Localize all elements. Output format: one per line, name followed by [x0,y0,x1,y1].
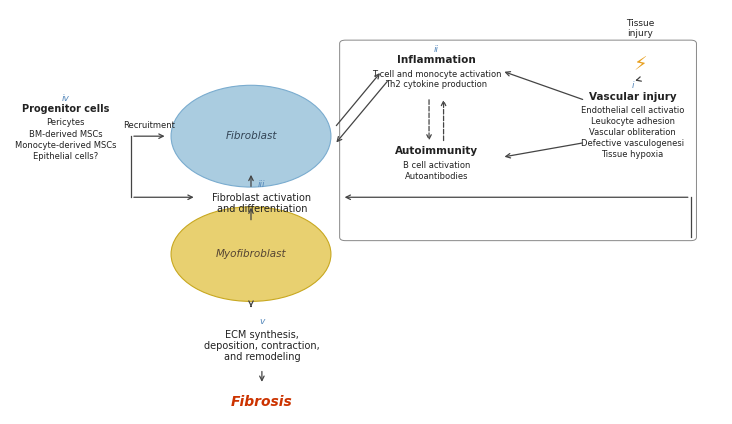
Text: Monocyte-derived MSCs: Monocyte-derived MSCs [15,141,116,150]
Text: Endothelial cell activatio: Endothelial cell activatio [580,106,684,115]
Text: Tissue hypoxia: Tissue hypoxia [602,150,664,159]
Ellipse shape [171,85,331,187]
Text: Pericytes: Pericytes [46,118,85,127]
Text: and remodeling: and remodeling [223,352,300,362]
Text: v: v [259,317,264,326]
Text: iii: iii [258,180,266,189]
Text: i: i [631,81,634,90]
Text: Recruitment: Recruitment [123,121,175,130]
Text: Fibroblast: Fibroblast [225,131,277,141]
Text: deposition, contraction,: deposition, contraction, [204,341,320,351]
Text: Autoantibodies: Autoantibodies [405,172,468,181]
Text: Defective vasculogenesi: Defective vasculogenesi [581,139,684,148]
Text: Epithelial cells?: Epithelial cells? [33,152,98,161]
Text: ⚡: ⚡ [633,55,646,74]
Text: Leukocyte adhesion: Leukocyte adhesion [591,117,674,126]
Text: ECM synthesis,: ECM synthesis, [225,330,299,340]
Text: Fibroblast activation: Fibroblast activation [212,193,311,203]
Text: Progenitor cells: Progenitor cells [22,104,109,114]
Text: Myofibroblast: Myofibroblast [216,249,286,259]
Text: Autoimmunity: Autoimmunity [395,146,478,156]
Text: Tissue
injury: Tissue injury [626,19,654,39]
Ellipse shape [171,207,331,301]
Text: T cell and monocyte activation: T cell and monocyte activation [372,70,501,79]
Text: B cell activation: B cell activation [403,161,470,170]
Text: and differentiation: and differentiation [217,204,307,214]
Text: ii: ii [434,45,438,54]
Text: BM-derived MSCs: BM-derived MSCs [29,130,102,139]
Text: Fibrosis: Fibrosis [231,395,293,409]
Text: Th2 cytokine production: Th2 cytokine production [385,80,488,89]
Text: iv: iv [61,94,70,103]
Text: Inflammation: Inflammation [397,56,476,65]
Text: Vascular obliteration: Vascular obliteration [589,128,676,137]
Text: Vascular injury: Vascular injury [589,92,676,102]
